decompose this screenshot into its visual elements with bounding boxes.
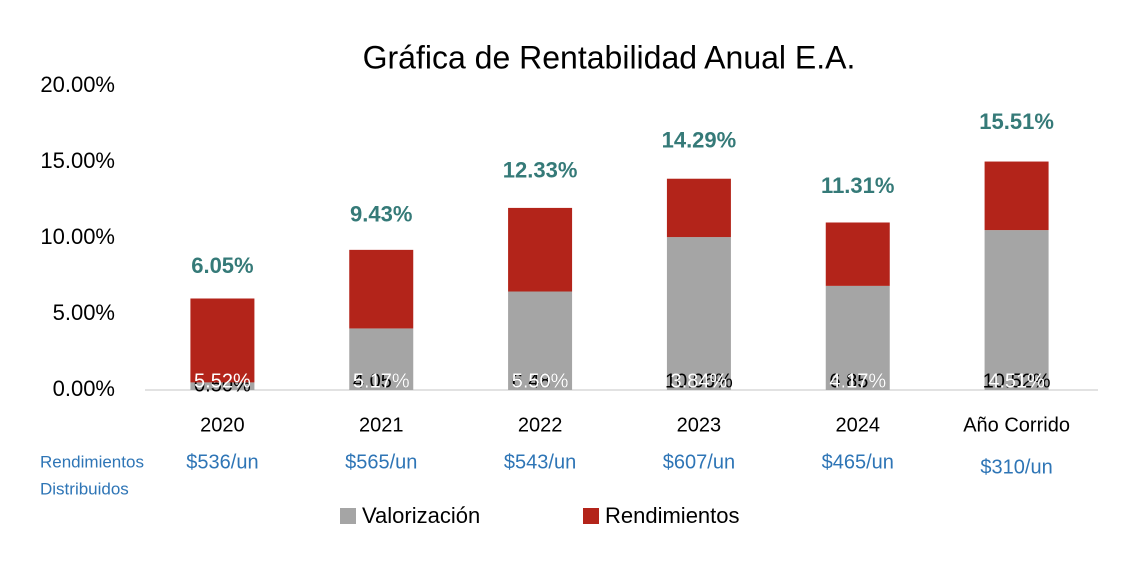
total-label: 14.29% [662, 128, 737, 153]
x-tick-label: 2020 [200, 414, 245, 436]
distributed-value: $465/un [822, 451, 894, 473]
x-tick-label: 2024 [836, 414, 881, 436]
total-label: 12.33% [503, 157, 578, 182]
bar-segment [825, 222, 890, 286]
data-label: 5.52% [194, 370, 251, 392]
total-label: 9.43% [350, 201, 412, 226]
distributed-value: $607/un [663, 451, 735, 473]
distributed-label: Distribuidos [40, 479, 129, 498]
legend-swatch [583, 508, 599, 524]
data-label: 4.17% [829, 370, 886, 392]
distributed-value: $543/un [504, 451, 576, 473]
bar-segment [190, 382, 255, 390]
bar-segment [666, 237, 731, 390]
data-label: 6.48% [512, 370, 569, 392]
legend-label: Rendimientos [605, 503, 740, 528]
y-tick-label: 20.00% [40, 72, 115, 97]
data-label: 4.51% [988, 370, 1045, 392]
bar-segment [190, 298, 255, 383]
data-label: 5.50% [512, 370, 569, 392]
total-label: 11.31% [821, 173, 894, 198]
y-tick-label: 5.00% [53, 300, 115, 325]
chart-title: Gráfica de Rentabilidad Anual E.A. [363, 39, 856, 75]
distributed-value: $536/un [186, 451, 258, 473]
distributed-label: Rendimientos [40, 452, 144, 471]
distributed-value: $310/un [980, 456, 1052, 478]
total-label: 15.51% [979, 109, 1054, 134]
bar-segment [825, 285, 890, 390]
data-label: 3.84% [671, 370, 728, 392]
bar-segment [666, 178, 731, 238]
distributed-value: $565/un [345, 451, 417, 473]
bar-segment [984, 230, 1049, 390]
data-label: 6.85% [829, 370, 886, 392]
bar-segment [984, 161, 1049, 231]
data-label: 5.17% [353, 370, 410, 392]
bar-segment [349, 249, 414, 329]
x-tick-label: 2023 [677, 414, 722, 436]
data-label: 10.06% [665, 370, 733, 392]
data-label: 4.05% [353, 370, 410, 392]
total-label: 6.05% [191, 253, 253, 278]
y-tick-label: 15.00% [40, 148, 115, 173]
bar-segment [349, 328, 414, 390]
bar-segment [508, 207, 573, 292]
data-label: 10.52% [983, 370, 1051, 392]
legend-swatch [340, 508, 356, 524]
x-tick-label: 2021 [359, 414, 404, 436]
x-tick-label: Año Corrido [963, 414, 1070, 436]
y-tick-label: 0.00% [53, 376, 115, 401]
y-tick-label: 10.00% [40, 224, 115, 249]
bar-segment [508, 291, 573, 390]
legend-label: Valorización [362, 503, 480, 528]
x-tick-label: 2022 [518, 414, 563, 436]
